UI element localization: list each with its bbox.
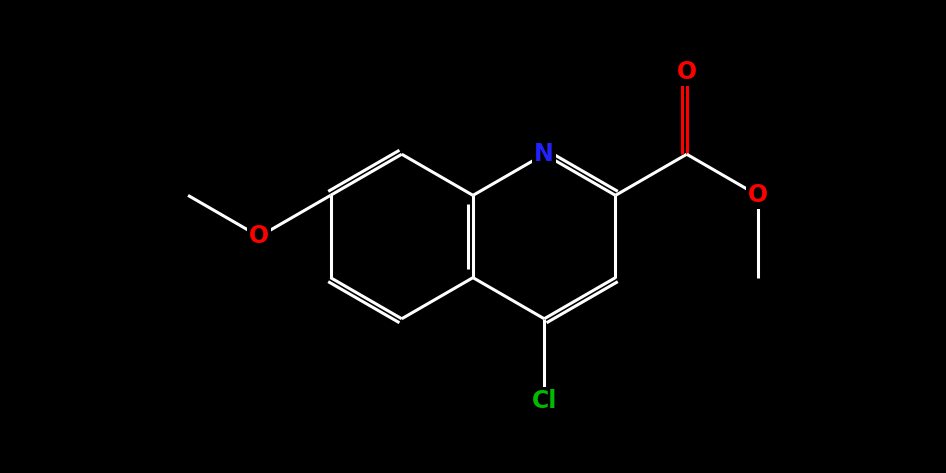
Text: O: O [748,184,768,207]
Text: Cl: Cl [532,389,557,413]
Text: O: O [676,60,697,84]
Text: N: N [534,142,554,166]
Text: O: O [249,225,270,248]
